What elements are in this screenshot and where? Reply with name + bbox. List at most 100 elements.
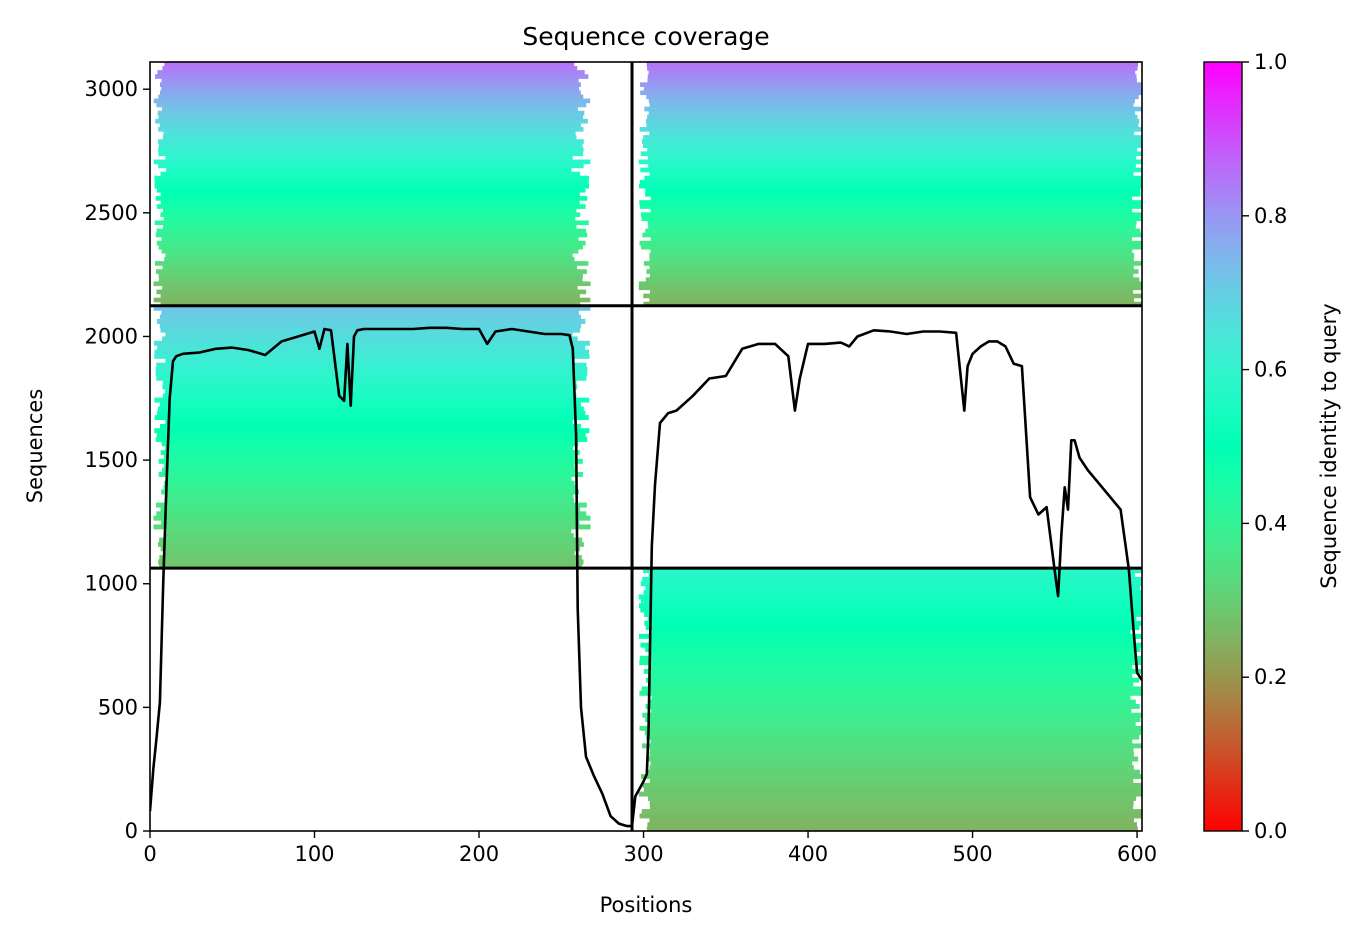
msa-strip (153, 159, 591, 165)
msa-strip (645, 717, 1141, 723)
y-tick-label: 500 (98, 695, 138, 719)
msa-strip (156, 228, 586, 234)
msa-strip (645, 118, 1140, 124)
msa-strip (162, 384, 578, 390)
msa-strip (648, 70, 1136, 75)
msa-strip (638, 285, 1142, 291)
msa-strip (156, 102, 587, 108)
msa-strip (154, 74, 589, 79)
msa-strip (156, 432, 586, 438)
msa-block (638, 62, 1142, 307)
msa-strip (642, 782, 1142, 788)
msa-strip (647, 147, 1138, 152)
msa-strip (643, 668, 1142, 674)
msa-strip (639, 179, 1142, 185)
msa-strip (645, 277, 1140, 283)
msa-strip (161, 310, 579, 316)
msa-strip (165, 445, 574, 451)
msa-strip (639, 725, 1142, 731)
msa-strip (156, 362, 587, 368)
msa-strip (162, 224, 577, 230)
msa-strip (643, 301, 1142, 307)
msa-strip (155, 371, 588, 377)
msa-strip (154, 428, 590, 434)
msa-strip (641, 809, 1142, 815)
msa-strip (159, 555, 582, 561)
msa-strip (157, 541, 584, 547)
msa-strip (162, 380, 577, 386)
msa-strip (159, 122, 581, 128)
colorbar-tick-label: 0.8 (1254, 204, 1287, 228)
msa-strip (650, 760, 1133, 766)
msa-strip (649, 800, 1134, 806)
msa-strip (650, 196, 1133, 201)
x-tick-label: 200 (459, 842, 499, 866)
msa-strip (647, 795, 1137, 801)
msa-strip (642, 576, 1142, 582)
msa-strip (156, 318, 586, 324)
msa-strip (165, 419, 573, 425)
msa-strip (164, 480, 575, 486)
msa-strip (649, 651, 1134, 657)
msa-strip (646, 62, 1139, 67)
msa-strip (639, 660, 1142, 666)
msa-strip (648, 699, 1136, 705)
msa-strip (158, 163, 584, 169)
msa-strip (160, 192, 580, 197)
msa-strip (164, 550, 575, 556)
msa-strip (647, 155, 1137, 161)
msa-strip (640, 151, 1142, 157)
msa-strip (648, 163, 1136, 169)
msa-strip (640, 581, 1142, 587)
msa-strip (160, 520, 580, 526)
msa-strip (648, 572, 1136, 578)
msa-strip (639, 127, 1142, 132)
msa-strip (164, 498, 574, 504)
y-tick-label: 2500 (85, 201, 138, 225)
x-tick-label: 600 (1117, 842, 1157, 866)
msa-strip (639, 690, 1142, 696)
msa-strip (165, 155, 573, 161)
msa-strip (164, 493, 574, 499)
msa-strip (649, 817, 1135, 823)
msa-strip (164, 463, 575, 469)
msa-strip (154, 175, 590, 181)
msa-strip (645, 769, 1140, 775)
msa-strip (639, 200, 1142, 205)
msa-strip (649, 638, 1135, 644)
x-tick-label: 0 (143, 842, 156, 866)
msa-strip (644, 730, 1141, 736)
msa-strip (160, 293, 580, 299)
colorbar-label: Sequence identity to query (1317, 303, 1341, 588)
msa-strip (642, 568, 1142, 574)
msa-strip (160, 90, 581, 96)
msa-strip (644, 175, 1142, 181)
msa-strip (155, 502, 587, 508)
colorbar-fill (1204, 62, 1242, 831)
msa-strip (154, 353, 590, 359)
msa-strip (162, 135, 577, 140)
msa-strip (642, 232, 1142, 238)
msa-strip (164, 62, 575, 67)
msa-strip (161, 489, 580, 495)
msa-strip (640, 642, 1142, 648)
msa-strip (645, 585, 1140, 591)
chart-title: Sequence coverage (522, 22, 769, 51)
x-tick-label: 300 (623, 842, 663, 866)
msa-strip (642, 743, 1142, 749)
msa-strip (158, 139, 584, 144)
msa-strip (160, 450, 580, 456)
msa-strip (160, 506, 581, 512)
x-tick-label: 100 (294, 842, 334, 866)
msa-strip (643, 86, 1142, 92)
msa-strip (638, 633, 1142, 639)
msa-strip (649, 778, 1134, 784)
msa-strip (162, 393, 577, 399)
msa-strip (161, 248, 579, 254)
msa-strip (647, 74, 1137, 79)
msa-strip (648, 110, 1136, 116)
msa-strip (155, 196, 588, 201)
msa-strip (153, 515, 591, 521)
msa-strip (648, 721, 1136, 727)
colorbar-tick-label: 0.2 (1254, 665, 1287, 689)
